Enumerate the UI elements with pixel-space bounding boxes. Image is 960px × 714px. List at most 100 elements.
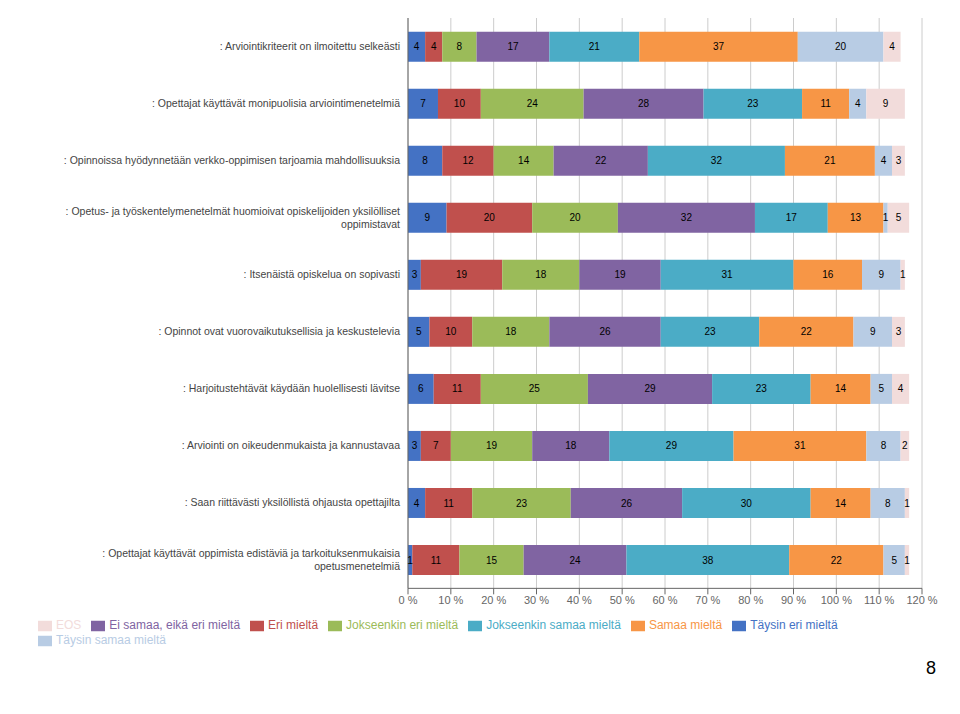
- svg-text:1: 1: [904, 555, 910, 566]
- svg-text:120 %: 120 %: [906, 594, 937, 606]
- svg-text:23: 23: [747, 98, 759, 109]
- svg-text:: Opettajat käyttävät oppimist: : Opettajat käyttävät oppimista edistävi…: [102, 547, 400, 572]
- svg-text:29: 29: [666, 440, 678, 451]
- svg-text:9: 9: [879, 269, 885, 280]
- svg-text:26: 26: [599, 326, 611, 337]
- svg-text:: Harjoitustehtävät käydään hu: : Harjoitustehtävät käydään huolellisest…: [183, 382, 400, 394]
- svg-text:4: 4: [414, 498, 420, 509]
- svg-text:0 %: 0 %: [399, 594, 418, 606]
- svg-text:4: 4: [889, 41, 895, 52]
- svg-text:: Arviointi on oikeudenmukaist: : Arviointi on oikeudenmukaista ja kannu…: [182, 439, 400, 451]
- svg-text:26: 26: [621, 498, 633, 509]
- svg-text:5: 5: [891, 555, 897, 566]
- svg-text:22: 22: [831, 555, 843, 566]
- svg-text:23: 23: [704, 326, 716, 337]
- svg-text:31: 31: [794, 440, 806, 451]
- svg-text:: Opetus- ja työskentelymenete: : Opetus- ja työskentelymenetelmät huomi…: [66, 205, 400, 230]
- svg-text:: Opettajat käyttävät monipuol: : Opettajat käyttävät monipuolisia arvio…: [152, 97, 400, 109]
- svg-text:21: 21: [589, 41, 601, 52]
- svg-text:15: 15: [486, 555, 498, 566]
- svg-text:31: 31: [722, 269, 734, 280]
- svg-text:20: 20: [835, 41, 847, 52]
- svg-text:1: 1: [407, 555, 413, 566]
- svg-text:18: 18: [535, 269, 547, 280]
- svg-text:90 %: 90 %: [781, 594, 806, 606]
- svg-text:11: 11: [443, 498, 454, 509]
- svg-text:24: 24: [527, 98, 539, 109]
- svg-text:11: 11: [820, 98, 831, 109]
- svg-text:8: 8: [881, 440, 887, 451]
- svg-text:17: 17: [786, 212, 798, 223]
- svg-text:: Saan riittävästi yksilöllist: : Saan riittävästi yksilöllistä ohjausta…: [185, 496, 401, 508]
- svg-text:3: 3: [896, 155, 902, 166]
- svg-text:24: 24: [569, 555, 581, 566]
- svg-text:9: 9: [870, 326, 876, 337]
- svg-text:19: 19: [486, 440, 498, 451]
- svg-text:1: 1: [900, 269, 906, 280]
- svg-text:13: 13: [850, 212, 862, 223]
- svg-text:60 %: 60 %: [652, 594, 677, 606]
- svg-text:14: 14: [518, 155, 530, 166]
- svg-text:1: 1: [904, 498, 910, 509]
- svg-text:12: 12: [462, 155, 474, 166]
- svg-text:38: 38: [702, 555, 714, 566]
- svg-text:6: 6: [418, 383, 424, 394]
- svg-text:30 %: 30 %: [524, 594, 549, 606]
- svg-text:9: 9: [883, 98, 889, 109]
- svg-text:28: 28: [638, 98, 650, 109]
- svg-text:23: 23: [756, 383, 768, 394]
- svg-text:5: 5: [896, 212, 902, 223]
- svg-text:16: 16: [822, 269, 834, 280]
- svg-text:21: 21: [824, 155, 836, 166]
- svg-text:40 %: 40 %: [567, 594, 592, 606]
- svg-text:8: 8: [885, 498, 891, 509]
- svg-text:: Opinnoissa hyödynnetään verk: : Opinnoissa hyödynnetään verkko-oppimis…: [64, 154, 400, 166]
- svg-text:5: 5: [879, 383, 885, 394]
- svg-text:9: 9: [424, 212, 430, 223]
- svg-text:5: 5: [416, 326, 422, 337]
- svg-text:50 %: 50 %: [610, 594, 635, 606]
- svg-text:3: 3: [412, 269, 418, 280]
- svg-text:: Itsenäistä opiskelua on sopi: : Itsenäistä opiskelua on sopivasti: [244, 268, 400, 280]
- svg-text:32: 32: [681, 212, 693, 223]
- svg-text:3: 3: [412, 440, 418, 451]
- svg-text:11: 11: [431, 555, 442, 566]
- svg-text:: Opinnot ovat vuorovaikutukse: : Opinnot ovat vuorovaikutuksellisia ja …: [158, 325, 400, 337]
- svg-text:2: 2: [902, 440, 908, 451]
- svg-text:14: 14: [835, 383, 847, 394]
- svg-text:22: 22: [595, 155, 607, 166]
- svg-text:19: 19: [614, 269, 626, 280]
- svg-text:10 %: 10 %: [438, 594, 463, 606]
- svg-text:80 %: 80 %: [738, 594, 763, 606]
- svg-text:7: 7: [433, 440, 439, 451]
- svg-text:110 %: 110 %: [864, 594, 895, 606]
- svg-text:14: 14: [835, 498, 847, 509]
- svg-text:4: 4: [898, 383, 904, 394]
- svg-text:4: 4: [431, 41, 437, 52]
- svg-text:100 %: 100 %: [821, 594, 852, 606]
- svg-text:8: 8: [422, 155, 428, 166]
- svg-text:18: 18: [565, 440, 577, 451]
- svg-text:20: 20: [484, 212, 496, 223]
- svg-text:18: 18: [505, 326, 517, 337]
- svg-text:4: 4: [414, 41, 420, 52]
- svg-text:7: 7: [420, 98, 426, 109]
- svg-text:30: 30: [741, 498, 753, 509]
- svg-text:17: 17: [507, 41, 519, 52]
- svg-text:8: 8: [457, 41, 463, 52]
- svg-text:1: 1: [883, 212, 889, 223]
- svg-text:29: 29: [644, 383, 656, 394]
- svg-text:32: 32: [711, 155, 723, 166]
- svg-text:3: 3: [896, 326, 902, 337]
- svg-text:: Arviointikriteerit on ilmoit: : Arviointikriteerit on ilmoitettu selke…: [220, 40, 400, 52]
- svg-text:25: 25: [529, 383, 541, 394]
- svg-text:70 %: 70 %: [695, 594, 720, 606]
- svg-text:4: 4: [881, 155, 887, 166]
- svg-text:11: 11: [452, 383, 463, 394]
- svg-text:19: 19: [456, 269, 468, 280]
- svg-text:10: 10: [445, 326, 457, 337]
- svg-text:37: 37: [713, 41, 725, 52]
- svg-text:10: 10: [454, 98, 466, 109]
- svg-text:20 %: 20 %: [481, 594, 506, 606]
- svg-text:20: 20: [569, 212, 581, 223]
